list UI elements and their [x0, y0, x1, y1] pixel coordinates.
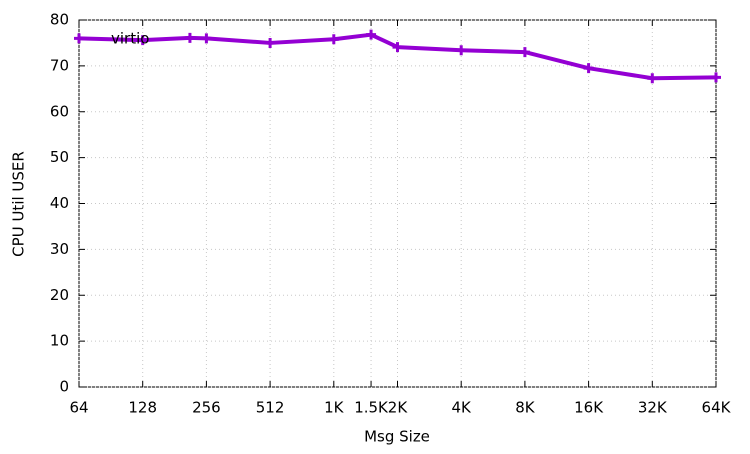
x-tick-label: 512 [256, 399, 285, 417]
y-tick-label: 80 [50, 11, 69, 29]
x-tick-label: 16K [574, 399, 604, 417]
point-marker [647, 73, 658, 84]
point-marker [583, 63, 594, 74]
x-tick-label: 128 [128, 399, 157, 417]
legend-label: virtio [111, 30, 149, 48]
point-marker [328, 34, 339, 45]
point-marker [519, 47, 530, 58]
x-tick-label: 1.5K [354, 399, 389, 417]
y-tick-label: 20 [50, 286, 69, 304]
point-marker [265, 37, 276, 48]
point-marker [456, 45, 467, 56]
x-tick-label: 32K [638, 399, 668, 417]
x-tick-label: 64 [69, 399, 88, 417]
y-tick-label: 50 [50, 148, 69, 166]
x-tick-label: 1K [324, 399, 345, 417]
y-tick-label: 70 [50, 56, 69, 74]
y-tick-label: 40 [50, 194, 69, 212]
x-tick-label: 256 [192, 399, 221, 417]
x-tick-label: 4K [452, 399, 473, 417]
y-tick-label: 10 [50, 332, 69, 350]
x-tick-label: 64K [702, 399, 732, 417]
x-axis-label: Msg Size [364, 428, 430, 446]
point-marker [137, 35, 148, 46]
point-marker [201, 33, 212, 44]
point-marker [392, 42, 403, 53]
point-marker [74, 33, 84, 44]
x-tick-label: 2K [388, 399, 409, 417]
y-tick-label: 60 [50, 102, 69, 120]
y-tick-label: 30 [50, 240, 69, 258]
x-tick-label: 8K [515, 399, 536, 417]
point-marker [184, 32, 195, 43]
y-axis-label: CPU Util USER [10, 151, 28, 257]
y-tick-label: 0 [59, 378, 69, 396]
point-marker [366, 29, 377, 40]
point-marker [711, 72, 721, 83]
